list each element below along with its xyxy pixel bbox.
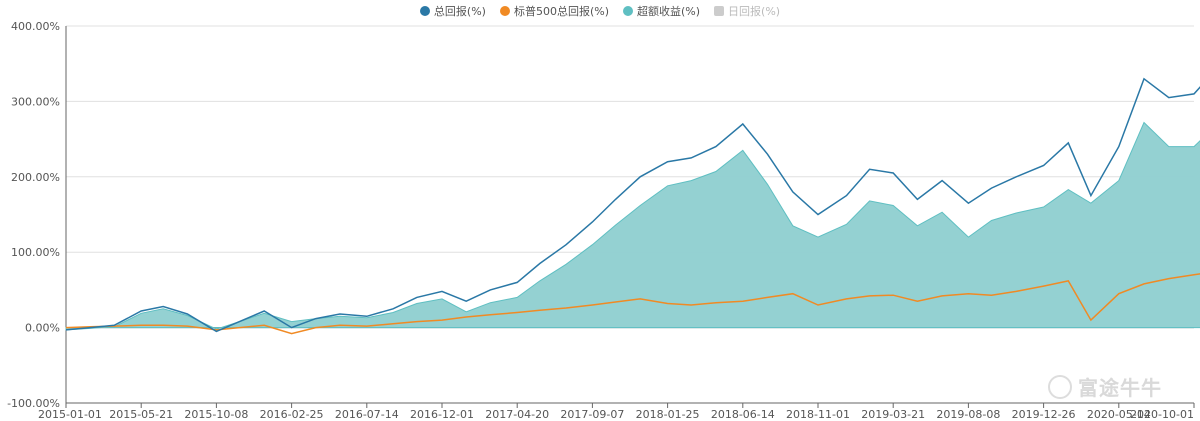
y-tick-label: 300.00% — [11, 95, 60, 108]
y-tick-label: 200.00% — [11, 171, 60, 184]
futu-watermark: 富途牛牛 — [1048, 372, 1162, 401]
y-tick-label: 100.00% — [11, 246, 60, 259]
x-tick-label: 2018-01-25 — [636, 408, 700, 421]
x-tick-label: 2019-12-26 — [1012, 408, 1076, 421]
x-tick-label: 2020-10-01 — [1130, 408, 1194, 421]
legend-label-total-return: 总回报(%) — [433, 5, 486, 18]
y-tick-label: -100.00% — [7, 397, 60, 410]
legend-item-excess-return[interactable]: 超额收益(%) — [622, 3, 701, 19]
x-tick-label: 2016-02-25 — [260, 408, 324, 421]
legend-label-sp500-return: 标普500总回报(%) — [513, 5, 609, 18]
y-tick-label: 0.00% — [25, 322, 60, 335]
x-tick-label: 2019-03-21 — [861, 408, 925, 421]
legend-marker-excess-return-icon — [622, 6, 633, 16]
sp500-return-line — [65, 273, 1200, 335]
x-tick-label: 2018-11-01 — [786, 408, 850, 421]
futu-logo-icon — [1048, 374, 1072, 399]
legend-marker-daily-return-icon — [714, 6, 725, 16]
x-tick-label: 2019-08-08 — [936, 408, 1000, 421]
watermark-text: 富途牛牛 — [1078, 376, 1162, 400]
x-tick-label: 2015-01-01 — [38, 408, 102, 421]
x-tick-label: 2017-09-07 — [560, 408, 624, 421]
legend-label-excess-return: 超额收益(%) — [636, 5, 701, 18]
x-tick-label: 2020-05-14 — [1087, 408, 1151, 421]
legend-marker-sp500-return-icon — [499, 6, 510, 16]
x-tick-label: 2017-04-20 — [485, 408, 549, 421]
x-tick-label: 2016-07-14 — [335, 408, 399, 421]
legend-item-daily-return[interactable]: 日回报(%) — [714, 3, 780, 19]
total-return-line — [65, 77, 1200, 333]
legend-item-total-return[interactable]: 总回报(%) — [419, 3, 486, 19]
chart-legend: 总回报(%) 标普500总回报(%) 超额收益(%) 日回报(%) — [0, 3, 1200, 19]
legend-marker-total-return-icon — [419, 6, 430, 16]
x-tick-label: 2018-06-14 — [711, 408, 775, 421]
y-tick-label: 400.00% — [11, 20, 60, 33]
legend-item-sp500-return[interactable]: 标普500总回报(%) — [499, 3, 609, 19]
x-tick-label: 2015-05-21 — [109, 408, 173, 421]
legend-label-daily-return: 日回报(%) — [728, 5, 781, 18]
excess-return-area — [65, 121, 1200, 331]
x-tick-label: 2016-12-01 — [410, 408, 474, 421]
x-tick-label: 2015-10-08 — [184, 408, 248, 421]
